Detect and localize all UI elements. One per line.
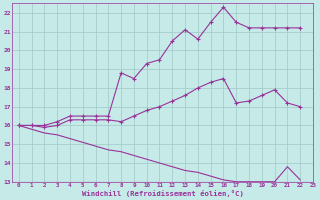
X-axis label: Windchill (Refroidissement éolien,°C): Windchill (Refroidissement éolien,°C) [82, 190, 244, 197]
